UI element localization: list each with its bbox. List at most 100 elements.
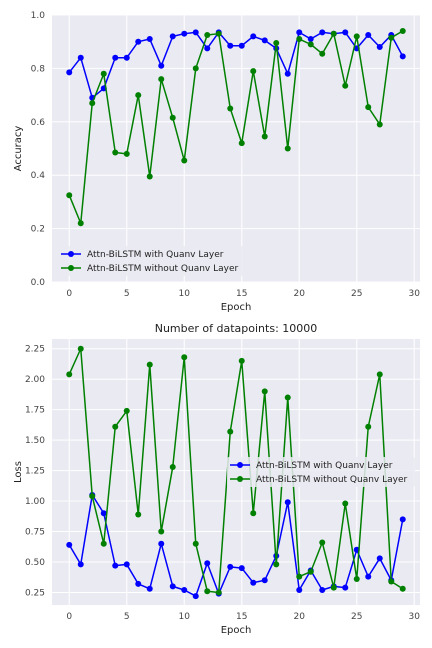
- data-point: [89, 100, 96, 107]
- legend-marker: [68, 265, 74, 271]
- y-axis-label: Loss: [13, 461, 24, 483]
- y-tick-label: 0.6: [31, 118, 46, 128]
- legend-box: [227, 457, 415, 487]
- data-point: [250, 510, 257, 517]
- legend-marker: [68, 251, 74, 257]
- data-point: [319, 50, 326, 57]
- x-tick-label: 15: [236, 612, 247, 622]
- chart-title: Number of datapoints: 10000: [155, 322, 318, 335]
- data-point: [192, 540, 199, 547]
- data-point: [399, 516, 406, 523]
- y-tick-label: 1.00: [25, 497, 45, 507]
- data-point: [319, 539, 326, 546]
- x-tick-label: 0: [66, 612, 72, 622]
- data-point: [284, 70, 291, 77]
- data-point: [135, 38, 142, 45]
- data-point: [123, 561, 130, 568]
- data-point: [192, 29, 199, 36]
- y-tick-label: 2.25: [25, 345, 45, 355]
- data-point: [399, 28, 406, 35]
- legend-label: Attn-BiLSTM without Quanv Layer: [256, 475, 407, 485]
- chart-panel-1: 0 5 10 15 20 25 30 0.0 0.2 0.4 0.6 0.8 1.0 Epoch Accur…: [13, 11, 420, 313]
- data-point: [169, 114, 176, 121]
- data-point: [77, 345, 84, 352]
- data-point: [112, 54, 119, 61]
- x-tick-label: 30: [409, 612, 421, 622]
- data-point: [192, 593, 199, 600]
- data-point: [238, 42, 245, 49]
- data-point: [284, 394, 291, 401]
- data-point: [158, 528, 165, 535]
- data-point: [215, 30, 222, 37]
- data-point: [376, 371, 383, 378]
- data-point: [330, 30, 337, 37]
- legend: Attn-BiLSTM with Quanv Layer Attn-BiLSTM …: [227, 457, 415, 487]
- series-1: [66, 29, 406, 101]
- data-point: [135, 511, 142, 518]
- data-point: [365, 32, 372, 39]
- series-2: [66, 28, 406, 227]
- data-point: [204, 32, 211, 39]
- y-tick-label: 1.75: [25, 406, 45, 416]
- data-point: [158, 62, 165, 69]
- data-point: [169, 463, 176, 470]
- y-axis-label: Accuracy: [13, 126, 24, 172]
- x-tick-label: 25: [351, 612, 362, 622]
- y-tick-label: 0.8: [31, 64, 46, 74]
- x-tick-label: 20: [294, 289, 306, 299]
- x-tick-label: 5: [124, 289, 130, 299]
- data-point: [365, 104, 372, 111]
- data-point: [181, 30, 188, 37]
- data-point: [330, 584, 337, 591]
- x-tick-label: 0: [66, 289, 72, 299]
- y-tick-label: 2.00: [25, 375, 45, 385]
- y-tick-label: 0.0: [31, 278, 46, 288]
- legend-marker: [237, 476, 243, 482]
- data-point: [353, 576, 360, 583]
- data-point: [123, 54, 130, 61]
- data-point: [261, 388, 268, 395]
- x-tick-label: 20: [294, 612, 306, 622]
- data-point: [181, 587, 188, 594]
- data-point: [261, 133, 268, 140]
- data-point: [296, 36, 303, 43]
- data-point: [227, 105, 234, 112]
- data-point: [296, 573, 303, 580]
- data-point: [261, 37, 268, 44]
- data-point: [169, 583, 176, 590]
- data-point: [77, 561, 84, 568]
- data-point: [250, 68, 257, 75]
- x-tick-label: 30: [409, 289, 421, 299]
- data-point: [342, 82, 349, 89]
- legend-marker: [237, 462, 243, 468]
- data-point: [215, 589, 222, 596]
- data-point: [365, 423, 372, 430]
- chart-panel-2: 0 5 10 15 20 25 30 0.25 0.50 0.75 1.00 1.25 1.50 1.75…: [13, 322, 420, 636]
- data-point: [227, 563, 234, 570]
- data-point: [399, 585, 406, 592]
- data-point: [238, 357, 245, 364]
- data-point: [250, 579, 257, 586]
- data-point: [376, 555, 383, 562]
- data-point: [296, 587, 303, 594]
- data-point: [135, 92, 142, 99]
- data-point: [66, 541, 73, 548]
- data-point: [376, 44, 383, 51]
- data-point: [319, 29, 326, 36]
- data-point: [146, 173, 153, 180]
- data-point: [319, 587, 326, 594]
- x-axis-label: Epoch: [221, 302, 252, 313]
- data-point: [77, 54, 84, 61]
- data-point: [388, 578, 395, 585]
- data-point: [112, 562, 119, 569]
- x-axis-label: Epoch: [221, 625, 252, 636]
- y-tick-label: 0.25: [25, 588, 45, 598]
- data-point: [273, 40, 280, 47]
- series-line: [68, 348, 404, 594]
- y-tick-label: 1.0: [31, 11, 46, 21]
- x-tick-label: 10: [179, 612, 191, 622]
- data-point: [123, 407, 130, 414]
- data-point: [77, 220, 84, 227]
- data-point: [227, 428, 234, 435]
